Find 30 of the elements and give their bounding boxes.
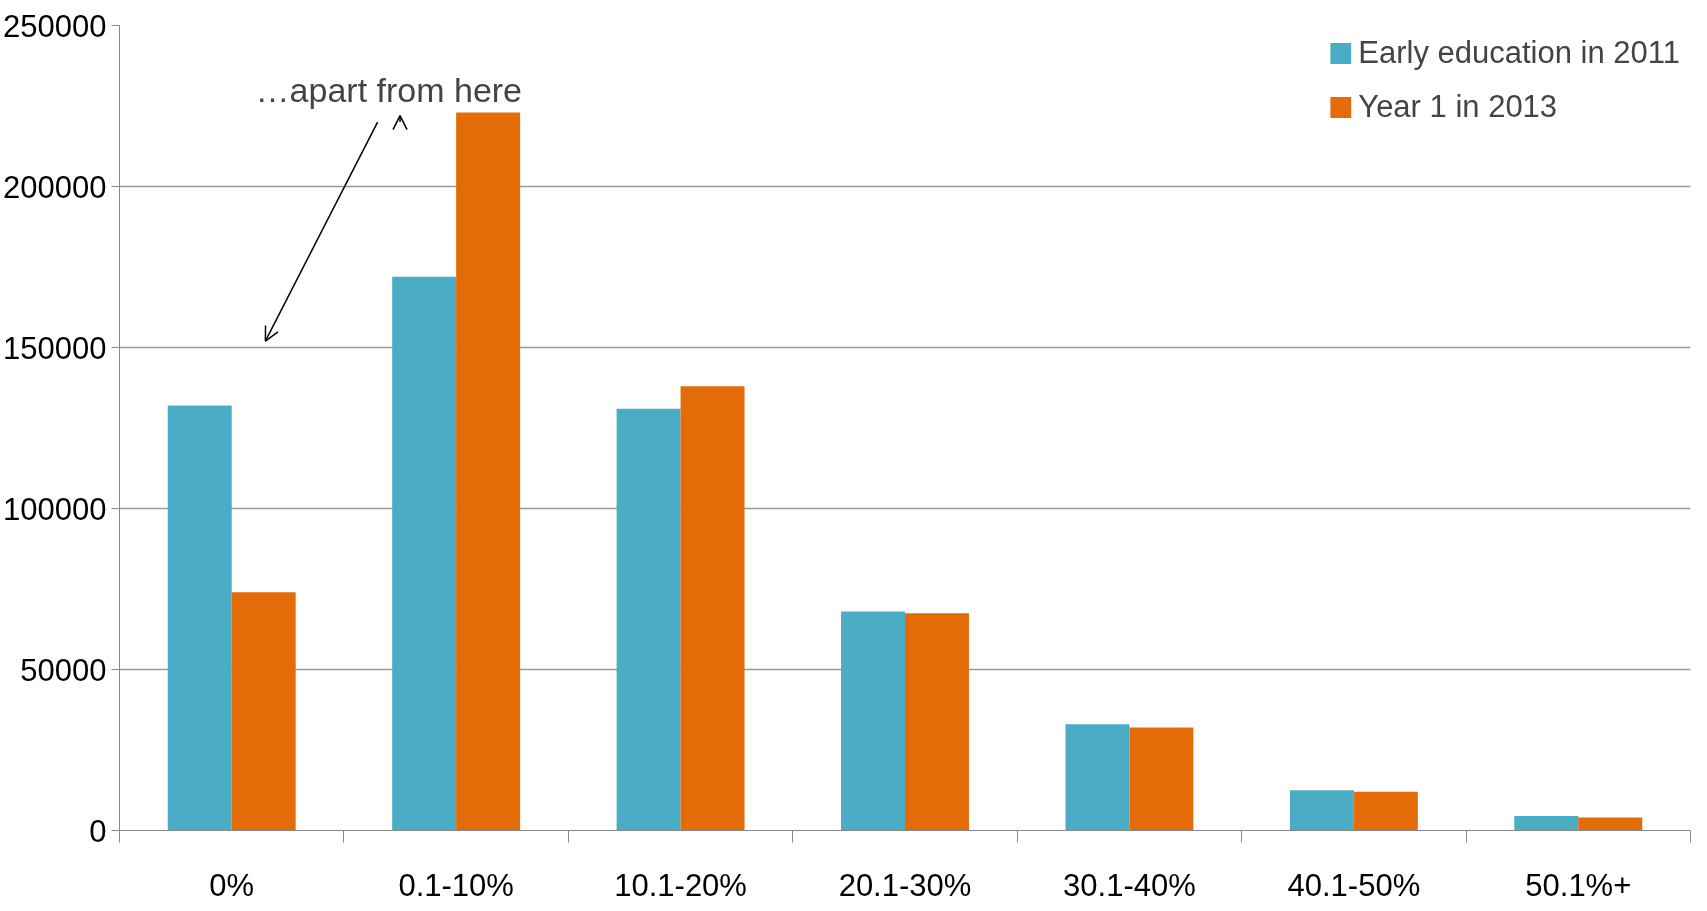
bar [1289,790,1354,831]
bar [392,276,457,831]
bar [167,405,232,831]
y-tick-label: 50000 [20,652,107,688]
bar [1353,791,1418,831]
bar [905,613,969,831]
legend-label: Year 1 in 2013 [1358,89,1558,125]
bar [680,386,745,831]
x-tick-label: 0% [209,867,255,903]
x-tick-label: 10.1-20% [614,867,747,903]
annotation: …apart from here [255,70,523,109]
bar [616,408,681,831]
bar [1129,727,1194,831]
y-tick-label: 0 [89,813,107,849]
bar [1065,724,1130,831]
x-tick-label: 40.1-50% [1287,867,1421,903]
y-tick-label: 100000 [3,491,107,527]
bar [1578,817,1643,831]
y-tick-label: 150000 [3,330,107,366]
x-tick-label: 30.1-40% [1063,867,1196,903]
bar [841,611,905,831]
x-tick-label: 50.1%+ [1525,867,1632,903]
x-tick-label: 0.1-10% [398,867,514,903]
bar [456,112,521,831]
y-tick-label: 250000 [3,8,107,44]
bar [1514,816,1579,831]
legend-label: Early education in 2011 [1358,35,1680,71]
y-tick-label: 200000 [3,169,107,205]
x-tick-label: 20.1-30% [838,867,972,903]
bar [231,592,296,831]
